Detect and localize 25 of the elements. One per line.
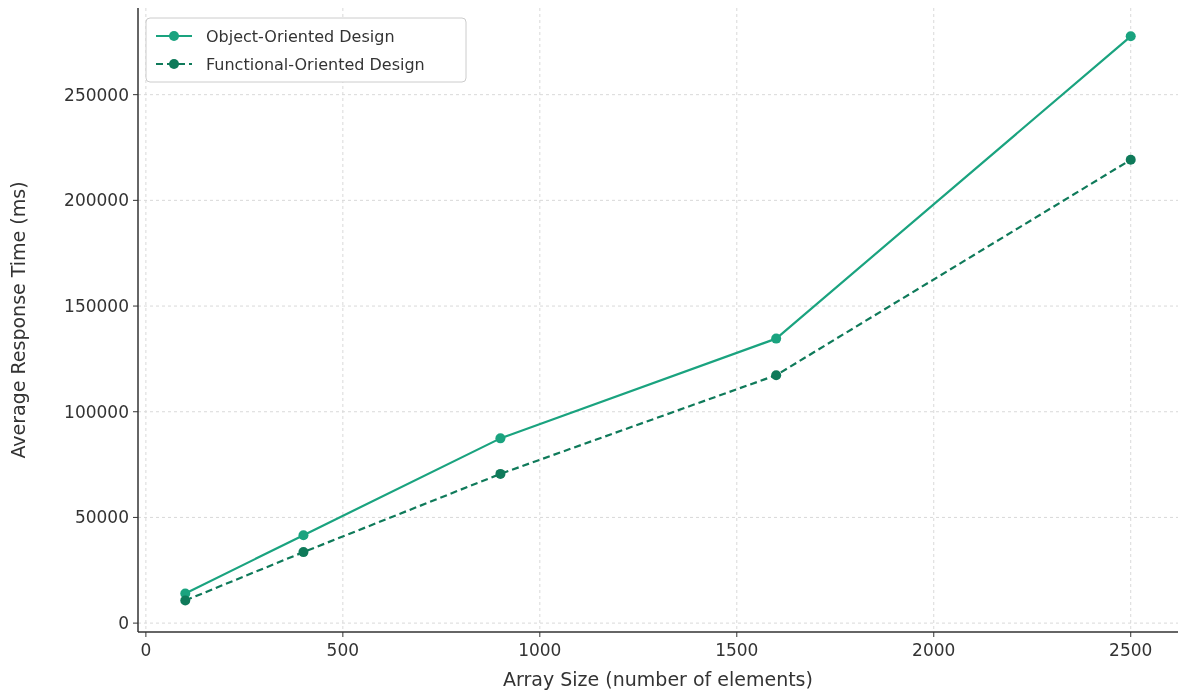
y-tick-label: 200000 <box>64 190 129 211</box>
y-tick-label: 0 <box>118 613 129 634</box>
x-tick-label: 500 <box>326 640 360 660</box>
y-tick-label: 50000 <box>74 507 129 528</box>
y-tick-label: 250000 <box>64 84 129 105</box>
point <box>298 547 309 558</box>
point <box>1125 31 1136 42</box>
y-tick-label: 150000 <box>64 296 129 316</box>
x-tick-label: 1000 <box>518 640 562 660</box>
point <box>771 333 782 344</box>
legend-label: Object-Oriented Design <box>206 26 395 46</box>
point <box>180 595 191 606</box>
x-tick-label: 2000 <box>912 640 956 660</box>
x-tick-label: 0 <box>140 640 152 660</box>
point <box>298 530 309 541</box>
x-tick-label: 1500 <box>715 640 759 660</box>
point <box>495 433 506 444</box>
point <box>771 370 782 381</box>
y-axis-title: Average Response Time (ms) <box>7 181 29 459</box>
y-tick-label: 100000 <box>64 401 129 422</box>
legend-label: Functional-Oriented Design <box>206 54 425 74</box>
point <box>1125 154 1136 165</box>
point <box>495 468 506 479</box>
x-axis-title: Array Size (number of elements) <box>503 668 813 690</box>
x-tick-label: 2500 <box>1109 640 1153 660</box>
